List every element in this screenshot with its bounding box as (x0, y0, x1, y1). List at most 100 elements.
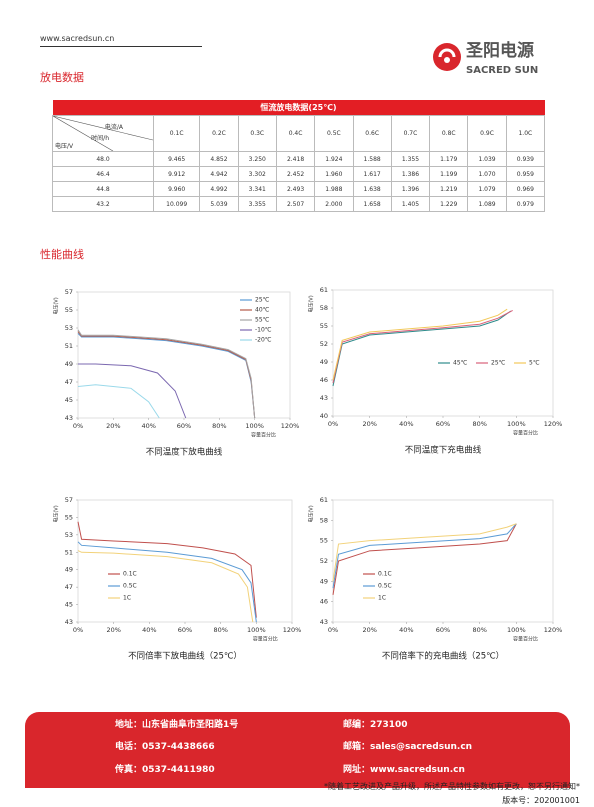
x-tick-label: 0% (73, 626, 83, 634)
y-tick-label: 57 (65, 496, 73, 504)
y-tick-label: 61 (320, 286, 328, 294)
cell: 2.000 (314, 196, 354, 212)
data-row: 48.0 9.465 4.852 3.250 2.418 1.924 1.588 1.355 1… (52, 151, 546, 167)
legend-label: 1C (378, 595, 386, 602)
y-tick-label: 51 (65, 342, 73, 350)
legend-label: 45℃ (453, 360, 468, 367)
y-tick-label: 55 (320, 322, 328, 330)
column-header: 0.9C (467, 115, 507, 152)
x-tick-label: 0% (328, 626, 338, 634)
section-title: 放电数据 (40, 71, 84, 84)
x-tick-label: 0% (328, 420, 338, 428)
x-tick-label: 40% (399, 420, 413, 428)
version: 版本号：202001001 (502, 796, 580, 805)
legend-label: 0.5C (123, 583, 137, 590)
legend-label: 0.1C (123, 571, 137, 578)
x-tick-label: 20% (106, 626, 120, 634)
y-tick-label: 49 (320, 358, 328, 366)
x-tick-label: 120% (544, 420, 563, 428)
x-axis-label: 容量百分比 (513, 430, 538, 437)
x-tick-label: 40% (142, 626, 156, 634)
y-tick-label: 43 (65, 618, 73, 626)
y-tick-label: 55 (65, 513, 73, 521)
contact: 电话：0537-4438666 (115, 742, 215, 752)
cell: 1.405 (390, 196, 431, 212)
x-tick-label: 100% (507, 626, 526, 634)
contact: 网址：www.sacredsun.cn (343, 765, 465, 775)
y-axis-label: 电压(V) (53, 297, 60, 314)
series-line (77, 521, 257, 618)
y-axis-label: 电压(V) (53, 505, 60, 522)
discharge-table: 恒流放电数据(25℃) 电流/A 时间/h 电压/V 0.1C 0.2C 0.3C 0.4C 0… (52, 100, 546, 212)
cell: 1.089 (467, 196, 507, 212)
column-header: 0.6C (352, 115, 392, 152)
chart-title: 不同倍率下放电曲线（25℃） (128, 651, 242, 662)
contact: 邮箱：sales@sacredsun.cn (343, 742, 473, 752)
x-tick-label: 120% (281, 422, 300, 430)
x-tick-label: 20% (362, 420, 376, 428)
y-tick-label: 43 (320, 394, 328, 402)
x-axis-label: 容量百分比 (253, 636, 278, 643)
y-tick-label: 40 (320, 412, 328, 420)
x-tick-label: 20% (106, 422, 120, 430)
x-tick-label: 80% (472, 626, 486, 634)
contact: 传真：0537-4411980 (115, 765, 215, 775)
chart-title: 不同温度下放电曲线 (146, 447, 223, 458)
x-tick-label: 40% (141, 422, 155, 430)
x-tick-label: 120% (283, 626, 302, 634)
y-tick-label: 47 (65, 378, 73, 386)
y-tick-label: 49 (320, 577, 328, 585)
logo: 圣阳电源 SACRED SUN (433, 40, 538, 76)
column-header: 0.3C (237, 115, 277, 152)
chart-title: 不同倍率下的充电曲线（25℃） (382, 651, 504, 662)
y-tick-label: 52 (320, 557, 328, 565)
y-tick-label: 51 (65, 548, 73, 556)
y-tick-label: 46 (320, 376, 328, 384)
series-line (332, 523, 517, 595)
x-tick-label: 60% (177, 422, 191, 430)
title-row: 恒流放电数据(25℃) (52, 100, 545, 116)
x-tick-label: 100% (507, 420, 526, 428)
y-tick-label: 49 (65, 566, 73, 574)
legend-label: 40℃ (255, 307, 270, 314)
series-line (332, 523, 517, 589)
y-axis-label: 电压(V) (308, 295, 315, 312)
brand-cn: 圣阳电源 (466, 40, 534, 61)
contact: 邮编：273100 (343, 720, 408, 730)
x-tick-label: 100% (245, 422, 264, 430)
x-tick-label: 60% (178, 626, 192, 634)
chart-title: 不同温度下充电曲线 (405, 445, 482, 456)
x-tick-label: 80% (213, 626, 227, 634)
legend-label: 25℃ (491, 360, 506, 367)
y-tick-label: 45 (65, 396, 73, 404)
y-tick-label: 43 (320, 618, 328, 626)
y-tick-label: 55 (320, 537, 328, 545)
legend-label: -20℃ (255, 337, 272, 344)
x-tick-label: 100% (247, 626, 266, 634)
y-tick-label: 53 (65, 324, 73, 332)
header-row: 电流/A 时间/h 电压/V 0.1C 0.2C 0.3C 0.4C 0.5C 0.6C 0.7C… (52, 115, 546, 152)
legend-label: 1C (123, 595, 131, 602)
y-tick-label: 49 (65, 360, 73, 368)
series-line (77, 329, 256, 419)
series-line (77, 384, 160, 419)
x-tick-label: 80% (472, 420, 486, 428)
legend-label: 0.1C (378, 571, 392, 578)
legend-label: 0.5C (378, 583, 392, 590)
plot-frame (332, 289, 554, 417)
x-tick-label: 40% (399, 626, 413, 634)
y-tick-label: 57 (65, 288, 73, 296)
x-tick-label: 60% (436, 420, 450, 428)
cell: 0.979 (505, 196, 546, 212)
cell: 2.507 (275, 196, 316, 212)
section-title: 性能曲线 (40, 248, 84, 261)
corner-cell: 电流/A 时间/h 电压/V (52, 115, 154, 152)
corner-label: 时间/h (91, 135, 109, 142)
series-line (77, 541, 257, 623)
x-tick-label: 80% (212, 422, 226, 430)
y-tick-label: 43 (65, 414, 73, 422)
legend-label: 25℃ (255, 297, 270, 304)
data-row: 43.2 10.099 5.039 3.355 2.507 2.000 1.658 1.405… (52, 196, 546, 212)
